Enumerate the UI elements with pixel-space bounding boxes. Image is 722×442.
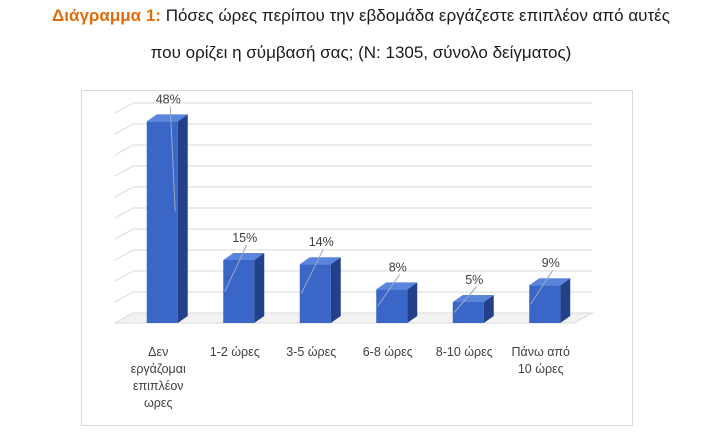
bar-side <box>330 257 341 323</box>
bar-top <box>299 257 341 265</box>
bar-top <box>146 114 188 122</box>
bar-top <box>223 253 265 260</box>
data-label: 14% <box>309 235 334 249</box>
data-label: 48% <box>156 92 181 106</box>
category-label-line: εργάζομαι <box>131 362 186 376</box>
side-gridline <box>114 291 134 303</box>
category-label: 6-8 ώρες <box>363 345 413 359</box>
side-gridline <box>114 249 134 261</box>
bar-front <box>529 285 561 323</box>
data-label: 5% <box>465 273 483 287</box>
bar-front <box>299 264 331 323</box>
bar-side <box>483 295 494 323</box>
category-label: 3-5 ώρες <box>286 345 336 359</box>
side-gridline <box>114 228 134 240</box>
category-label-line: 6-8 ώρες <box>363 345 413 359</box>
bar-side <box>177 114 188 324</box>
chart-title-line2: που ορίζει η σύμβασή σας; (N: 1305, σύνο… <box>150 43 572 62</box>
category-label-line: ωρες <box>144 396 172 410</box>
data-label: 9% <box>542 256 560 270</box>
bar-front <box>452 302 484 323</box>
data-label: 15% <box>232 231 257 245</box>
bar-side <box>560 278 571 323</box>
chart-title-line1: Διάγραμμα 1: Πόσες ώρες περίπου την εβδο… <box>0 6 722 26</box>
side-gridline <box>114 186 134 198</box>
category-label-line: 1-2 ώρες <box>210 345 260 359</box>
category-label-line: 3-5 ώρες <box>286 345 336 359</box>
side-gridline <box>114 144 134 156</box>
category-label-line: Πάνω από <box>511 345 570 359</box>
data-label-leader <box>530 269 554 305</box>
category-label-line: επιπλέον <box>133 379 184 393</box>
data-label-leader <box>224 244 248 292</box>
category-label: Πάνω από 10 ώρες <box>511 345 570 376</box>
category-label-line: 10 ώρες <box>518 362 564 376</box>
data-label-leader <box>300 248 324 294</box>
data-label: 8% <box>389 260 407 274</box>
side-gridline <box>114 207 134 219</box>
side-gridline <box>114 102 134 114</box>
category-label-line: 8-10 ώρες <box>436 345 493 359</box>
category-label-line: Δεν <box>148 345 168 359</box>
bar-top <box>452 295 494 302</box>
data-label-leader <box>377 274 401 307</box>
data-label-leader <box>169 106 176 212</box>
bar-front <box>146 121 178 324</box>
bar-top <box>529 278 571 286</box>
side-gridline <box>114 165 134 177</box>
chart-title-prefix: Διάγραμμα 1: <box>52 6 161 25</box>
bar-front <box>376 289 408 323</box>
bar-side <box>407 282 418 323</box>
category-label: 1-2 ώρες <box>210 345 260 359</box>
side-gridline <box>114 270 134 282</box>
bar-side <box>254 253 265 323</box>
chart-frame <box>81 90 633 426</box>
data-label-leader <box>453 286 477 313</box>
category-label: Δεν εργάζομαι επιπλέον ωρες <box>131 345 186 410</box>
category-label: 8-10 ώρες <box>436 345 493 359</box>
bar-top <box>376 282 418 290</box>
chart-title-text: Πόσες ώρες περίπου την εβδομάδα εργάζεστ… <box>165 6 670 25</box>
bar-front <box>223 260 255 323</box>
side-gridline <box>114 123 134 135</box>
